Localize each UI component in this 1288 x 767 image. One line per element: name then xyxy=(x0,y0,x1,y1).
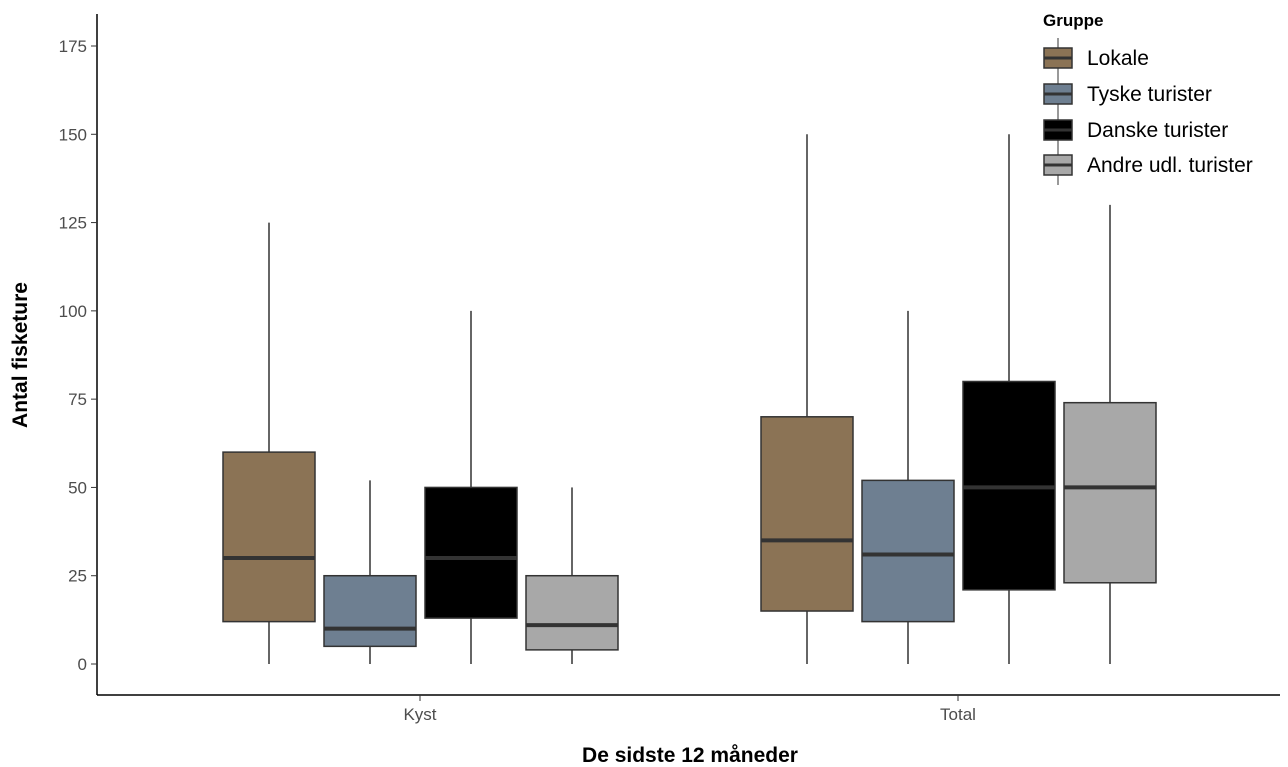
y-tick-label: 0 xyxy=(78,655,87,674)
y-tick-label: 125 xyxy=(59,214,87,233)
y-tick-label: 25 xyxy=(68,567,87,586)
iqr-box xyxy=(424,486,518,619)
legend-label: Tyske turister xyxy=(1087,83,1212,106)
legend-item: Andre udl. turister xyxy=(1043,145,1253,185)
y-tick-label: 150 xyxy=(59,125,87,144)
y-axis-title: Antal fisketure xyxy=(9,282,32,428)
box-lokale-total xyxy=(760,134,854,664)
y-tick-label: 175 xyxy=(59,37,87,56)
legend-title: Gruppe xyxy=(1043,11,1103,30)
box-danske-turister-total xyxy=(962,134,1056,664)
boxes-layer xyxy=(222,134,1157,664)
legend: Gruppe Lokale Tyske turister Danske turist… xyxy=(1043,11,1253,185)
y-ticks: 0 25 50 75 100 125 150 175 xyxy=(59,37,97,674)
y-tick-label: 50 xyxy=(68,478,87,497)
box-andre-udl-turister-total xyxy=(1063,204,1157,664)
box-andre-udl-turister-kyst xyxy=(525,487,619,664)
x-tick-label: Total xyxy=(940,705,976,724)
legend-item: Tyske turister xyxy=(1043,74,1212,114)
iqr-box xyxy=(323,574,417,648)
box-danske-turister-kyst xyxy=(424,310,518,664)
box-lokale-kyst xyxy=(222,222,316,664)
y-tick-label: 100 xyxy=(59,302,87,321)
legend-item: Danske turister xyxy=(1043,110,1228,150)
x-tick-label: Kyst xyxy=(403,705,436,724)
x-ticks: Kyst Total xyxy=(403,695,976,724)
box-tyske-turister-total xyxy=(861,310,955,664)
legend-label: Lokale xyxy=(1087,47,1149,70)
legend-items: Lokale Tyske turister Danske turister Andre… xyxy=(1043,38,1253,185)
box-tyske-turister-kyst xyxy=(323,480,417,664)
legend-label: Danske turister xyxy=(1087,119,1228,142)
y-tick-label: 75 xyxy=(68,390,87,409)
legend-item: Lokale xyxy=(1043,38,1149,78)
iqr-box xyxy=(861,479,955,623)
iqr-box xyxy=(760,416,854,612)
iqr-box xyxy=(525,574,619,651)
x-axis-title: De sidste 12 måneder xyxy=(582,744,798,767)
iqr-box xyxy=(222,451,316,623)
legend-label: Andre udl. turister xyxy=(1087,154,1253,177)
iqr-box xyxy=(1063,401,1157,584)
